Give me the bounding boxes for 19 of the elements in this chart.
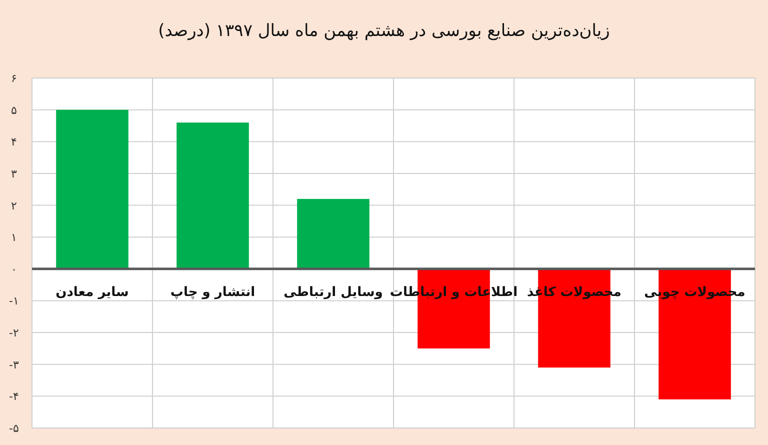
y-tick-label: ۶ xyxy=(11,72,17,85)
y-tick-label: -۳ xyxy=(9,358,20,372)
bar xyxy=(176,122,249,269)
y-tick-label: -۴ xyxy=(9,390,20,404)
y-tick-label: ۵ xyxy=(11,104,18,117)
chart-title: زیان‌ده‌ترین صنایع بورسی در هشتم بهمن ماه سال ۱۳۹۷ (درصد) xyxy=(158,21,610,41)
x-tick-label: وسایل ارتباطی xyxy=(284,284,383,300)
y-tick-label: ۲ xyxy=(11,199,18,212)
y-tick-label: ۰ xyxy=(11,262,17,276)
y-tick-label: -۵ xyxy=(9,422,20,435)
y-tick-label: -۲ xyxy=(9,326,20,340)
x-tick-label: سایر معادن xyxy=(56,284,129,300)
bar xyxy=(297,198,370,269)
y-tick-label: ۴ xyxy=(11,136,18,149)
y-tick-label: -۱ xyxy=(9,294,19,308)
y-tick-label: ۳ xyxy=(11,167,18,180)
x-tick-label: انتشار و چاپ xyxy=(170,284,256,300)
y-tick-label: ۱ xyxy=(11,231,17,244)
bar xyxy=(56,110,128,269)
